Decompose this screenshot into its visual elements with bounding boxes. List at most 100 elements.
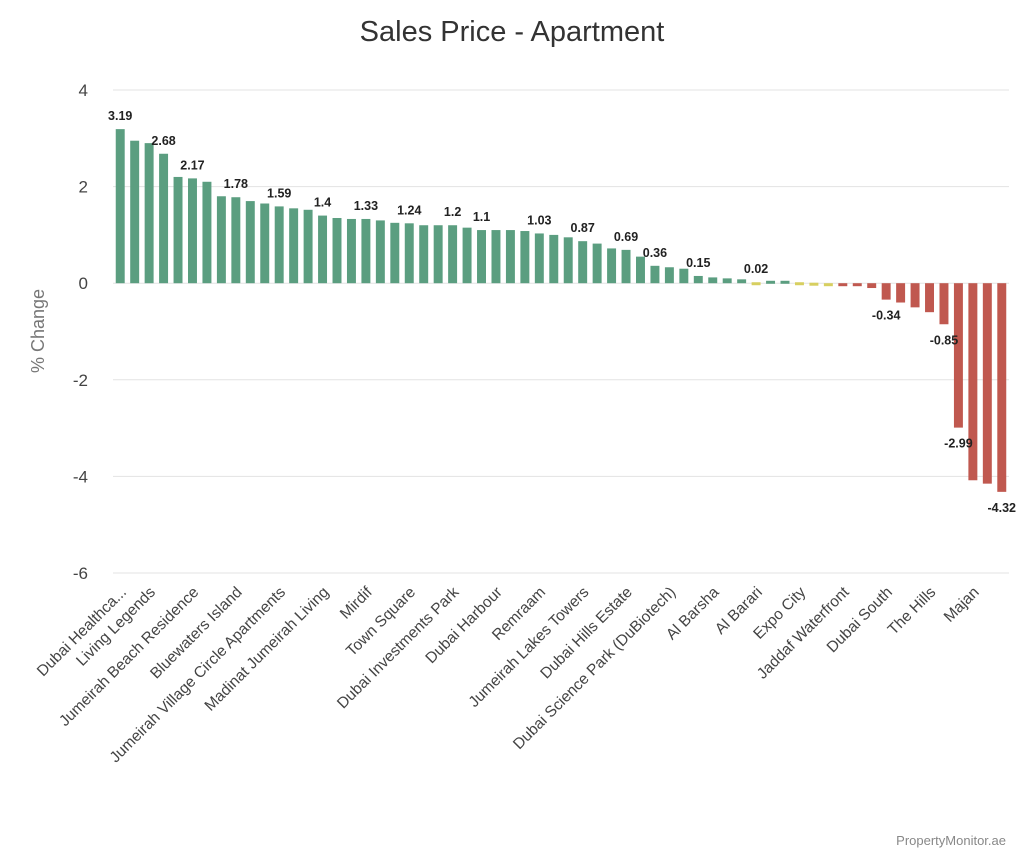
data-label: -4.32 [988, 501, 1017, 515]
bar [318, 215, 328, 284]
x-tick-label: The Hills [885, 584, 940, 639]
bar [390, 222, 400, 284]
bar [852, 283, 862, 287]
bar [722, 278, 732, 284]
x-tick-label: Mirdif [337, 583, 376, 622]
bar [491, 230, 501, 284]
y-axis-ticks: 4 2 0 -2 -4 -6 [73, 81, 88, 583]
bar [173, 176, 183, 284]
bar [563, 237, 573, 284]
bar [737, 279, 747, 284]
data-label: 1.03 [527, 213, 551, 227]
bar [621, 249, 631, 284]
bar [809, 282, 819, 286]
x-tick-label: Majan [941, 584, 983, 626]
bar [867, 283, 877, 289]
bar [823, 283, 833, 287]
bar [794, 282, 804, 286]
bar [216, 196, 226, 284]
bar [549, 234, 559, 284]
bar [260, 203, 270, 284]
bar [780, 280, 790, 284]
bar [375, 220, 385, 284]
bar [245, 201, 255, 284]
data-label: -0.34 [872, 309, 901, 323]
data-label: 0.15 [686, 256, 710, 270]
y-tick-label: 2 [79, 178, 88, 197]
bar [838, 283, 848, 287]
bar [650, 265, 660, 284]
data-label: 1.59 [267, 186, 291, 200]
y-axis-label: % Change [28, 289, 48, 373]
data-label: 0.69 [614, 230, 638, 244]
bar [144, 143, 154, 284]
data-label: 3.19 [108, 109, 132, 123]
bar [592, 243, 602, 284]
bar [607, 248, 617, 284]
y-tick-label: -6 [73, 564, 88, 583]
bar [534, 233, 544, 284]
data-label: -0.85 [930, 333, 959, 347]
y-tick-label: -2 [73, 371, 88, 390]
bar [188, 178, 197, 284]
gridlines [113, 89, 1009, 574]
bar [159, 153, 169, 284]
bar [925, 283, 934, 313]
data-labels: 3.19 2.68 2.17 1.78 1.59 1.4 1.33 1.24 1.2 1.1 1.0… [108, 109, 1016, 515]
data-label: 1.78 [224, 177, 248, 191]
bar [202, 181, 212, 284]
bar [751, 282, 761, 286]
bar [982, 283, 992, 484]
source-credit: PropertyMonitor.ae [896, 833, 1006, 848]
bar [289, 208, 299, 284]
bar [636, 256, 645, 284]
bar [939, 283, 949, 325]
data-label: 1.33 [354, 199, 378, 213]
bar [130, 140, 140, 284]
chart-title: Sales Price - Apartment [360, 16, 665, 48]
bar [968, 283, 978, 481]
data-label: 1.24 [397, 203, 421, 217]
bar [505, 230, 515, 284]
data-label: 0.36 [643, 246, 667, 260]
bar [448, 225, 458, 284]
data-label: 1.2 [444, 205, 461, 219]
bar [578, 241, 588, 284]
data-label: 1.4 [314, 196, 331, 210]
bar [520, 231, 530, 284]
data-label: -2.99 [944, 437, 973, 451]
bar [664, 267, 674, 284]
bar [332, 217, 342, 284]
y-tick-label: -4 [73, 467, 88, 486]
y-tick-label: 0 [79, 274, 88, 293]
bar [896, 283, 906, 303]
data-label: 0.02 [744, 262, 768, 276]
x-tick-label: Dubai Harbour [422, 584, 505, 667]
bar [997, 283, 1007, 492]
bar [115, 129, 125, 284]
y-tick-label: 4 [79, 81, 88, 100]
bar [766, 280, 776, 284]
data-label: 1.1 [473, 210, 490, 224]
bar [693, 275, 703, 284]
data-label: 0.87 [571, 221, 595, 235]
bar [231, 197, 241, 284]
bar [708, 277, 718, 284]
bar [361, 218, 371, 284]
bar [303, 209, 313, 284]
bar [274, 206, 284, 284]
bar [477, 230, 486, 284]
data-label: 2.68 [151, 134, 175, 148]
bar [462, 227, 472, 284]
bar [419, 225, 429, 284]
data-label: 2.17 [180, 158, 204, 172]
bar [953, 283, 963, 428]
bar [881, 283, 891, 300]
bars [115, 129, 1007, 492]
x-axis-ticks: Dubai Healthca...Living LegendsJumeirah … [34, 583, 983, 766]
bar [910, 283, 920, 308]
bar [433, 225, 443, 284]
bar [346, 218, 356, 284]
bar [679, 268, 689, 284]
